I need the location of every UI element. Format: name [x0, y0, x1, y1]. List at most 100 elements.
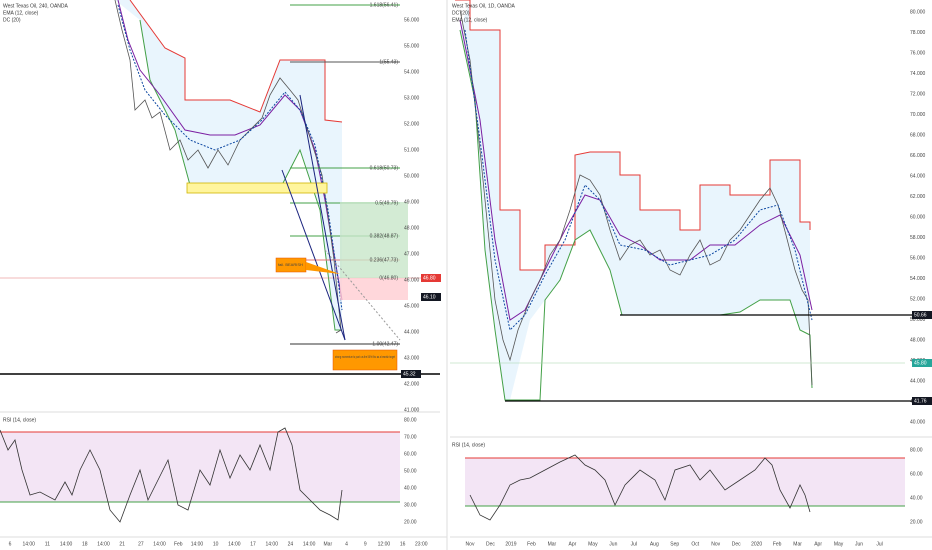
projection	[324, 249, 401, 341]
time-axis-label: Dec	[732, 541, 741, 547]
time-axis-label: 14:00	[265, 541, 278, 547]
time-axis-label: 14:00	[60, 541, 73, 547]
price-tag-label: 46.80	[423, 275, 436, 281]
rsi-axis-label: 20.00	[404, 519, 417, 525]
rsi-axis-label: 20.00	[910, 519, 923, 525]
price-tag	[912, 311, 932, 319]
legend-entry: EMA (12, close)	[3, 10, 39, 16]
rsi-axis-label: 80.00	[910, 447, 923, 453]
price-axis-label: 74.000	[910, 71, 926, 77]
price-tag	[912, 359, 932, 367]
price-axis-label: 42.000	[404, 381, 420, 387]
left-chart	[0, 0, 440, 523]
time-axis-label: Feb	[527, 541, 536, 547]
time-axis-label: Aug	[650, 541, 659, 547]
price-axis-label: 47.000	[404, 251, 420, 257]
legend-entry: DC (20)	[452, 10, 470, 16]
legend-entry: West Texas Oil, 1D, OANDA	[452, 3, 516, 9]
rsi-line	[0, 427, 343, 523]
time-axis-label: Nov	[466, 541, 475, 547]
callout	[332, 349, 398, 371]
time-axis-label: Feb	[174, 541, 183, 547]
time-axis-label: 9	[364, 541, 367, 547]
time-axis-label: Apr	[568, 541, 576, 547]
time-axis-label: 16	[400, 541, 406, 547]
fib-label: 1(55.43)	[379, 59, 398, 65]
price-line	[459, 9, 813, 386]
time-axis-label: 27	[138, 541, 144, 547]
time-axis-label: Mar	[324, 541, 333, 547]
callout-pointer	[306, 262, 340, 274]
price-axis-label: 60.000	[910, 214, 926, 220]
time-axis-label: 18	[82, 541, 88, 547]
donchian-basis	[459, 19, 813, 321]
time-axis-label: Apr	[814, 541, 822, 547]
time-axis-label: Mar	[793, 541, 802, 547]
time-axis-label: 12:00	[378, 541, 391, 547]
price-axis-label: 41.000	[404, 407, 420, 413]
time-axis-label: Feb	[773, 541, 782, 547]
price-axis-label: 52.000	[404, 121, 420, 127]
price-axis-label: 51.000	[404, 147, 420, 153]
price-axis-label: 56.000	[404, 17, 420, 23]
time-axis-label: Jul	[876, 541, 882, 547]
price-tag	[401, 370, 421, 378]
rsi-axis-label: 40.00	[910, 495, 923, 501]
time-axis-label: Dec	[486, 541, 495, 547]
time-axis-label: 10	[213, 541, 219, 547]
rsi-band	[0, 432, 400, 502]
loss-zone	[340, 278, 408, 300]
time-axis-label: 14:00	[191, 541, 204, 547]
price-axis-label: 80.000	[910, 9, 926, 15]
rsi-axis-label: 60.00	[910, 471, 923, 477]
time-axis-label: 21	[119, 541, 125, 547]
time-axis-label: 14:00	[153, 541, 166, 547]
rsi-band	[465, 458, 905, 506]
fib-label: 0.236(47.73)	[370, 257, 399, 263]
rsi-axis-label: 50.00	[404, 468, 417, 474]
ema-line	[117, 4, 343, 311]
time-axis-label: Oct	[691, 541, 699, 547]
price-axis-label: 68.000	[910, 132, 926, 138]
price-axis-label: 53.000	[404, 95, 420, 101]
price-axis-label: 50.000	[910, 317, 926, 323]
trend-line	[281, 169, 346, 341]
time-axis-label: 24	[288, 541, 294, 547]
price-tag-label: 45.32	[403, 371, 416, 377]
price-axis-label: 52.000	[910, 296, 926, 302]
fib-label: -1.00(42.47)	[371, 341, 399, 347]
time-axis-label: 14:00	[97, 541, 110, 547]
price-axis-label: 72.000	[910, 91, 926, 97]
time-axis-label: 17	[250, 541, 256, 547]
time-axis-label: Mar	[548, 541, 557, 547]
support-zone	[186, 182, 328, 194]
price-axis-label: 43.000	[404, 355, 420, 361]
fib-label: 0.382(48.87)	[370, 233, 399, 239]
rsi-axis-label: 70.00	[404, 434, 417, 440]
rsi-legend: RSI (14, close)	[452, 442, 485, 448]
price-axis-label: 62.000	[910, 194, 926, 200]
profit-zone	[340, 202, 408, 278]
donchian-lower	[459, 29, 813, 401]
rsi-axis-label: 80.00	[404, 417, 417, 423]
fib-label: 0(46.80)	[379, 275, 398, 281]
time-axis-label: Jun	[855, 541, 863, 547]
price-axis-label: 56.000	[910, 255, 926, 261]
price-axis-label: 64.000	[910, 173, 926, 179]
time-axis-label: 2019	[505, 541, 516, 547]
fib-label: 0.618(50.73)	[370, 165, 399, 171]
price-axis-label: 70.000	[910, 112, 926, 118]
time-axis-label: Jun	[609, 541, 617, 547]
price-tag-label: 50.66	[914, 312, 927, 318]
fib-label: 0.5(49.79)	[375, 200, 398, 206]
time-axis-label: May	[834, 541, 844, 547]
price-axis-label: 48.000	[910, 337, 926, 343]
right-chart	[450, 0, 932, 521]
price-axis-label: 40.000	[910, 419, 926, 425]
time-axis-label: 14:00	[303, 541, 316, 547]
price-tag	[421, 274, 441, 282]
time-axis-label: May	[588, 541, 598, 547]
rsi-legend: RSI (14, close)	[3, 417, 36, 423]
